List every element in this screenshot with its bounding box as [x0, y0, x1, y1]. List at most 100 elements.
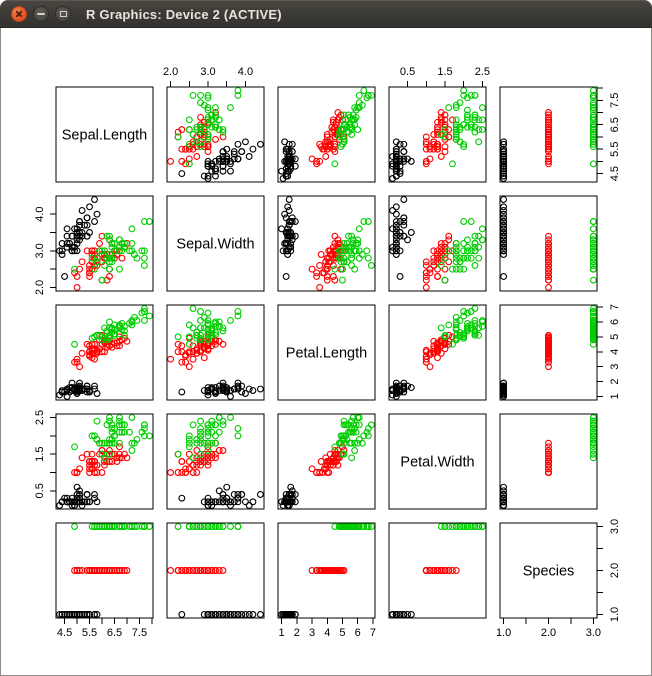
data-point: [86, 273, 93, 280]
data-point: [449, 567, 456, 574]
data-point: [227, 104, 234, 112]
data-point: [589, 232, 597, 240]
data-point: [449, 340, 456, 348]
data-point: [441, 243, 449, 251]
data-point: [589, 447, 597, 454]
tick-label: 1.0: [609, 607, 621, 622]
data-point: [500, 145, 508, 153]
data-point: [219, 498, 227, 506]
data-point: [93, 523, 101, 530]
data-point: [178, 170, 186, 178]
data-point: [426, 145, 434, 153]
data-point: [392, 153, 400, 160]
data-point: [471, 319, 479, 327]
scatter-panel: [277, 522, 376, 619]
titlebar[interactable]: R Graphics: Device 2 (ACTIVE): [0, 0, 652, 28]
x-axis-Sepal.Width: 2.0 3.0 4.0: [163, 66, 253, 87]
data-point: [452, 321, 460, 329]
data-point: [460, 87, 468, 94]
data-point: [185, 145, 193, 153]
data-point: [589, 160, 597, 168]
data-point: [215, 428, 223, 436]
data-point: [545, 143, 552, 151]
data-point: [545, 346, 552, 354]
tick-label: 7.5: [609, 93, 621, 108]
data-point: [396, 611, 404, 618]
data-point: [128, 321, 136, 329]
data-point: [328, 458, 336, 465]
data-point: [471, 128, 479, 136]
data-point: [76, 363, 84, 371]
data-point: [460, 330, 468, 338]
data-point: [589, 421, 597, 429]
data-point: [182, 352, 190, 360]
data-point: [500, 196, 508, 203]
data-point: [284, 157, 292, 165]
data-point: [91, 611, 98, 618]
data-point: [204, 140, 212, 148]
data-point: [212, 167, 219, 175]
data-point: [118, 428, 126, 436]
data-point: [96, 247, 103, 255]
data-point: [437, 116, 445, 124]
data-point: [342, 421, 349, 429]
data-point: [589, 450, 597, 458]
data-point: [589, 131, 597, 138]
tick-label: 1.5: [34, 447, 46, 462]
data-point: [204, 458, 212, 465]
scatter-panel: [55, 522, 154, 619]
data-point: [208, 450, 216, 458]
data-point: [363, 247, 371, 255]
data-point: [230, 150, 238, 158]
data-point: [167, 355, 175, 363]
data-point: [204, 461, 212, 469]
data-point: [197, 461, 204, 469]
data-point: [88, 567, 96, 574]
data-point: [500, 157, 508, 165]
tick-label: 6.5: [107, 627, 122, 639]
data-point: [545, 469, 552, 476]
data-point: [392, 251, 400, 258]
data-point: [589, 133, 597, 141]
data-point: [463, 324, 471, 332]
data-point: [212, 387, 219, 394]
close-button[interactable]: [11, 6, 27, 22]
data-point: [245, 153, 253, 160]
data-point: [434, 343, 441, 351]
data-point: [463, 116, 471, 124]
minimize-button[interactable]: [33, 6, 49, 22]
data-point: [400, 155, 408, 163]
data-point: [219, 340, 227, 348]
data-point: [208, 331, 216, 339]
data-point: [339, 126, 346, 134]
data-point: [111, 432, 118, 440]
data-point: [285, 196, 293, 203]
data-point: [76, 265, 84, 273]
data-point: [589, 135, 597, 143]
data-point: [223, 494, 231, 502]
data-point: [449, 265, 456, 273]
data-point: [589, 443, 597, 451]
data-point: [313, 567, 321, 574]
data-point: [113, 567, 121, 574]
data-point: [86, 388, 93, 396]
data-point: [475, 254, 483, 262]
tick-label: 2.0: [541, 627, 556, 639]
data-point: [58, 240, 66, 247]
data-point: [545, 236, 552, 244]
data-point: [204, 309, 212, 317]
data-point: [174, 340, 182, 348]
data-point: [71, 265, 79, 273]
data-point: [212, 611, 219, 618]
data-point: [500, 210, 508, 218]
data-point: [500, 160, 508, 168]
data-point: [63, 232, 71, 240]
data-point: [189, 324, 197, 332]
data-point: [208, 428, 216, 436]
minimize-icon: [37, 13, 45, 15]
data-point: [185, 458, 193, 465]
data-point: [178, 611, 186, 618]
maximize-button[interactable]: [55, 6, 71, 22]
data-point: [98, 232, 106, 240]
data-point: [108, 523, 116, 530]
